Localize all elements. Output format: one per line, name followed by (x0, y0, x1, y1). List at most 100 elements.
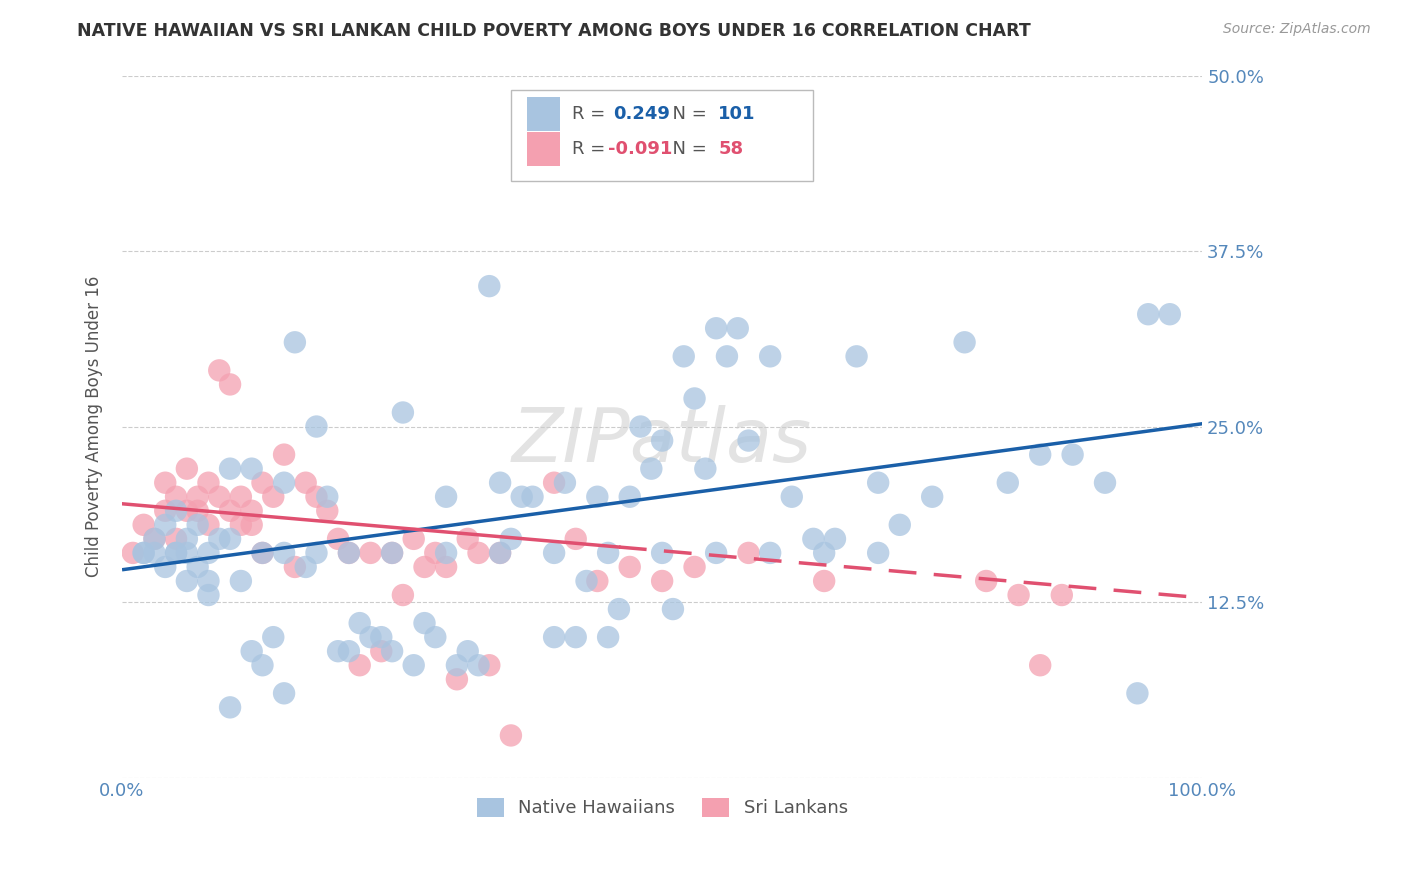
Point (273, 546, 295, 560)
Point (780, 490, 803, 504)
Point (240, 461, 263, 475)
Point (305, 490, 328, 504)
Point (381, 546, 404, 560)
Text: 58: 58 (718, 140, 744, 158)
Point (316, 504, 339, 518)
Point (392, 588, 415, 602)
Point (1137, 307, 1160, 321)
Point (252, 546, 274, 560)
Point (197, 588, 219, 602)
Point (229, 574, 252, 588)
Point (704, 546, 727, 560)
Point (402, 532, 425, 546)
Point (759, 349, 782, 363)
Point (370, 630, 392, 644)
Point (974, 574, 997, 588)
Point (1029, 448, 1052, 462)
Point (176, 574, 198, 588)
Point (262, 630, 284, 644)
Point (640, 461, 662, 475)
Point (413, 560, 436, 574)
Point (155, 517, 177, 532)
Point (921, 490, 943, 504)
Point (337, 546, 360, 560)
Point (813, 546, 835, 560)
Point (683, 392, 706, 406)
Point (425, 630, 447, 644)
Point (845, 349, 868, 363)
Point (187, 504, 209, 518)
Point (434, 546, 457, 560)
Point (143, 532, 166, 546)
Point (1126, 686, 1149, 700)
Y-axis label: Child Poverty Among Boys Under 16: Child Poverty Among Boys Under 16 (86, 276, 103, 577)
Point (737, 546, 759, 560)
Point (662, 602, 685, 616)
Point (381, 546, 404, 560)
FancyBboxPatch shape (510, 89, 813, 181)
Point (121, 546, 143, 560)
Point (953, 335, 976, 350)
Point (240, 644, 263, 658)
Point (252, 475, 274, 490)
Point (305, 546, 328, 560)
Point (229, 490, 252, 504)
Point (132, 546, 155, 560)
Point (704, 321, 727, 335)
Point (813, 574, 835, 588)
Point (489, 546, 512, 560)
Point (165, 546, 187, 560)
Point (598, 546, 620, 560)
Point (1062, 448, 1084, 462)
Point (349, 616, 371, 631)
Point (413, 616, 436, 631)
Point (651, 434, 673, 448)
Text: N =: N = (661, 105, 713, 123)
Point (489, 546, 512, 560)
Point (683, 560, 706, 574)
Point (187, 490, 209, 504)
Point (219, 461, 242, 475)
Point (478, 658, 501, 673)
Point (187, 560, 209, 574)
Point (716, 349, 738, 363)
Point (284, 560, 307, 574)
Point (294, 560, 316, 574)
Point (425, 546, 447, 560)
Text: ZIPatlas: ZIPatlas (512, 405, 813, 476)
Point (575, 574, 598, 588)
Point (316, 490, 339, 504)
Point (997, 475, 1019, 490)
Point (197, 546, 219, 560)
Point (219, 700, 242, 714)
Point (554, 475, 576, 490)
Point (467, 658, 489, 673)
Point (219, 532, 242, 546)
Text: 101: 101 (718, 105, 756, 123)
Text: R =: R = (572, 140, 612, 158)
Point (240, 517, 263, 532)
Text: -0.091: -0.091 (609, 140, 672, 158)
Point (759, 546, 782, 560)
Point (273, 686, 295, 700)
Text: R =: R = (572, 105, 617, 123)
Point (165, 504, 187, 518)
Point (273, 448, 295, 462)
FancyBboxPatch shape (527, 132, 560, 166)
Point (531, 111, 554, 125)
Point (1159, 307, 1181, 321)
Point (326, 532, 349, 546)
Point (489, 475, 512, 490)
Point (499, 532, 522, 546)
Point (229, 517, 252, 532)
Point (155, 560, 177, 574)
Point (197, 475, 219, 490)
Point (457, 644, 479, 658)
Point (727, 321, 749, 335)
Point (434, 490, 457, 504)
Point (284, 335, 307, 350)
Point (510, 490, 533, 504)
Point (176, 461, 198, 475)
Point (294, 475, 316, 490)
Point (197, 517, 219, 532)
